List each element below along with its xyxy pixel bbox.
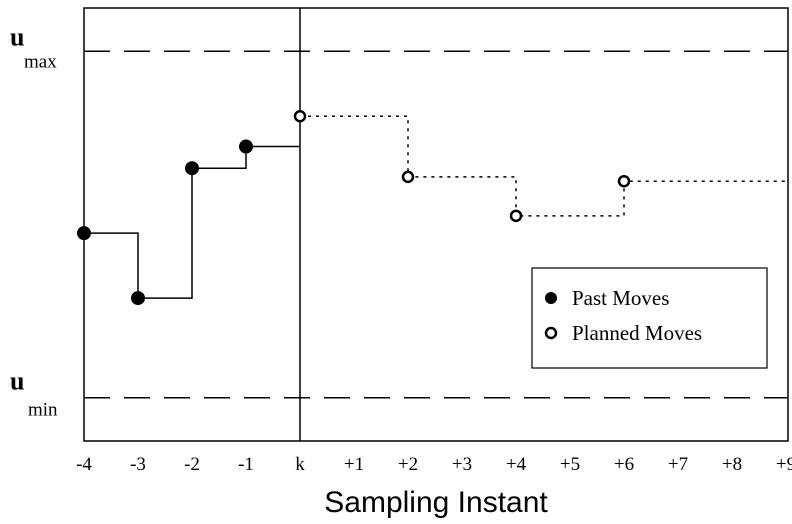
x-tick-label: -1 [238, 454, 254, 475]
lower-bound-subscript: min [28, 400, 58, 421]
planned-move-point [617, 174, 631, 188]
x-tick-label: -2 [184, 454, 200, 475]
x-tick-label: k [295, 454, 305, 475]
planned-move-point [401, 170, 415, 184]
upper-bound-subscript: max [24, 51, 57, 72]
x-tick-label: +8 [722, 454, 742, 475]
past-move-point [131, 291, 145, 306]
x-tick-label: +3 [452, 454, 472, 475]
legend-label-planned: Planned Moves [572, 321, 702, 345]
x-tick-label: -4 [76, 454, 92, 475]
x-tick-label: +2 [398, 454, 418, 475]
past-move-point [77, 226, 91, 241]
x-tick-label: +9 [776, 454, 792, 475]
x-tick-label: +5 [560, 454, 580, 475]
past-move-point [239, 139, 253, 154]
planned-move-point [293, 110, 307, 123]
legend-marker-planned [544, 326, 558, 340]
series-layer [77, 110, 786, 306]
x-tick-label: -3 [130, 454, 146, 475]
planned-moves-line [300, 115, 786, 217]
planned-move-point [509, 209, 523, 223]
legend: Past Moves Planned Moves [531, 267, 768, 369]
upper-bound-label: u [10, 22, 24, 51]
x-tick-label: +6 [614, 454, 634, 475]
legend-box [531, 267, 768, 369]
x-tick-label: +4 [506, 454, 527, 475]
legend-marker-past [545, 292, 557, 304]
lower-bound-label: u [10, 367, 24, 396]
legend-label-past: Past Moves [572, 286, 669, 310]
x-tick-label: +1 [344, 454, 364, 475]
x-tick-label: +7 [668, 454, 688, 475]
x-axis-ticks: -4 -3 -2 -1 k +1 +2 +3 +4 +5 +6 +7 +8 +9 [76, 454, 792, 475]
plot-frame [83, 7, 789, 442]
past-move-point [185, 161, 199, 176]
x-axis-label: Sampling Instant [324, 486, 548, 519]
